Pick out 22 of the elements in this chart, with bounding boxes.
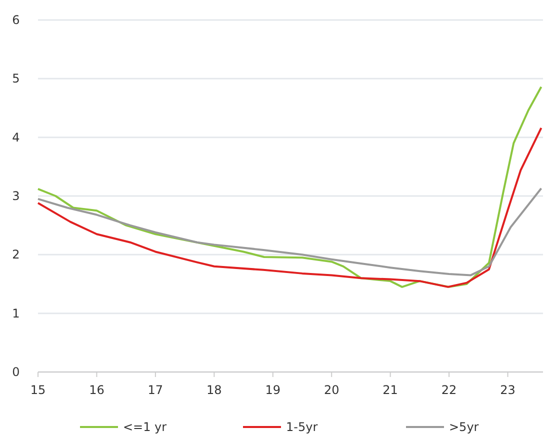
line-series [37,187,542,276]
y-tick-label: 5 [12,72,20,86]
x-tick-label: 21 [382,383,398,397]
y-tick-label: 4 [12,130,20,144]
x-tick-label: 18 [206,383,222,397]
y-tick-label: 1 [12,306,20,320]
legend-label: <=1 yr [123,420,167,434]
x-tick-label: 20 [324,383,340,397]
legend-label: 1-5yr [286,420,318,434]
y-tick-label: 0 [12,365,20,379]
line-series [37,86,542,288]
x-tick-label: 16 [89,383,104,397]
y-tick-label: 2 [12,248,20,262]
y-tick-label: 3 [12,189,20,203]
line-series [37,126,542,288]
x-tick-label: 19 [265,383,281,397]
x-tick-label: 17 [148,383,164,397]
y-tick-label: 6 [12,13,20,27]
legend-label: >5yr [449,420,479,434]
x-tick-label: 15 [30,383,46,397]
x-tick-label: 22 [441,383,457,397]
x-tick-label: 23 [500,383,516,397]
